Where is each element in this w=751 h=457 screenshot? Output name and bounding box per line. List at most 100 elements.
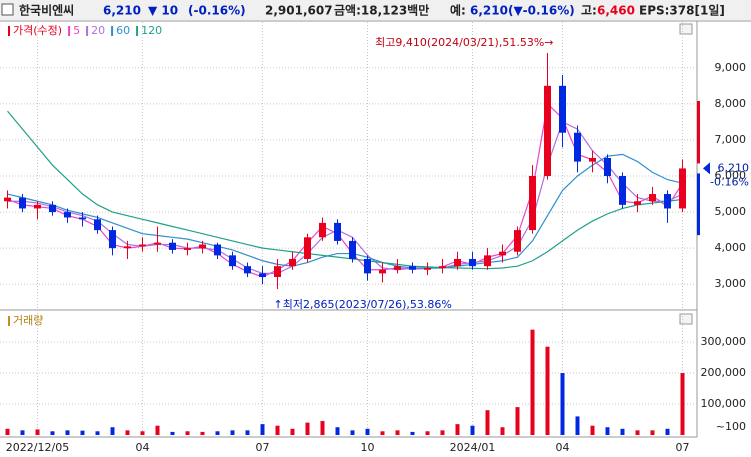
legend-swatch <box>136 26 139 36</box>
legend-label: 120 <box>141 24 162 37</box>
legend-swatch <box>68 26 71 36</box>
y-tick-label: 5,000 <box>715 205 747 218</box>
candle-body <box>214 244 221 256</box>
candle-body <box>139 244 146 247</box>
volume-bar <box>395 430 400 435</box>
volume-bar <box>620 428 625 435</box>
volume-bar <box>605 427 610 435</box>
last-price: 6,210 <box>718 161 750 174</box>
candle-body <box>319 222 326 238</box>
candle-body <box>664 194 671 209</box>
candle-body <box>169 242 176 250</box>
volume-bar <box>5 428 10 435</box>
candle-body <box>229 255 236 267</box>
expected: 6,210(▼-0.16%) <box>470 4 575 18</box>
volume-bar <box>575 416 580 435</box>
volume-bar <box>515 407 520 435</box>
candle-body <box>424 267 431 270</box>
volume-bar <box>665 428 670 435</box>
stock-name: 한국비엔씨 <box>19 3 74 18</box>
candle-body <box>334 222 341 241</box>
legend-label: 20 <box>91 24 105 37</box>
candle-body <box>394 266 401 270</box>
high: 6,460 <box>597 4 635 18</box>
volume-bar <box>440 430 445 435</box>
volume-bar <box>95 431 100 435</box>
candle-body <box>79 217 86 220</box>
y-tick-label: 100,000 <box>701 397 747 410</box>
annotation: ↑최저2,865(2023/07/26),53.86% <box>274 298 452 311</box>
header-bar <box>0 0 751 20</box>
candle-body <box>469 258 476 267</box>
volume-bar <box>215 431 220 435</box>
volume-bar <box>260 424 265 435</box>
candle-body <box>604 157 611 176</box>
candle-body <box>64 212 71 218</box>
volume-bar <box>545 346 550 435</box>
candle-body <box>544 85 551 176</box>
volume-bar <box>35 429 40 435</box>
eps: EPS:378[1일] <box>639 4 725 18</box>
y-tick-label: 9,000 <box>715 61 747 74</box>
volume-bar <box>680 373 685 435</box>
volume-unit: ~100 <box>716 420 746 433</box>
volume-bar <box>290 428 295 435</box>
menu-button[interactable] <box>1 3 14 16</box>
x-tick-label: 10 <box>361 441 375 454</box>
candle-body <box>529 176 536 231</box>
x-tick-label: 2024/01 <box>450 441 496 454</box>
candle-body <box>19 197 26 209</box>
volume-bar <box>335 427 340 435</box>
volume-bar <box>500 427 505 435</box>
volume-bar <box>650 430 655 435</box>
legend-label: 가격(수정) <box>13 24 62 37</box>
x-tick-label: 04 <box>556 441 570 454</box>
change: ▼ 10 <box>148 4 178 18</box>
volume-bar <box>230 430 235 435</box>
volume-bar <box>80 430 85 435</box>
expected-label: 예: <box>450 3 466 18</box>
candle-body <box>259 273 266 277</box>
volume-bar <box>590 425 595 435</box>
volume-bar <box>110 427 115 435</box>
legend-swatch <box>111 26 114 36</box>
volume-bar <box>185 431 190 435</box>
candle-body <box>649 194 656 202</box>
volume-bar <box>50 431 55 435</box>
candle-body <box>109 230 116 249</box>
candle-body <box>484 255 491 267</box>
candle-body <box>124 246 131 249</box>
volume-bar <box>530 329 535 435</box>
candle-body <box>409 266 416 270</box>
candle-body <box>349 240 356 259</box>
volume-bar <box>425 431 430 435</box>
volume-bar <box>20 430 25 435</box>
volume-bar <box>485 410 490 435</box>
candle-body <box>514 230 521 252</box>
last-change: -0.16% <box>710 175 749 188</box>
volume-bar <box>455 424 460 435</box>
volume-bar <box>320 421 325 435</box>
high-label: 고: <box>581 4 597 18</box>
panel-button[interactable] <box>679 313 693 325</box>
candle-body <box>154 242 161 245</box>
x-tick-label: 2022/12/05 <box>6 441 69 454</box>
candle-body <box>274 266 281 277</box>
annotation: 최고9,410(2024/03/21),51.53%→ <box>375 36 553 49</box>
price: 6,210 <box>103 4 141 18</box>
volume-bar <box>350 430 355 435</box>
volume-bar <box>200 431 205 435</box>
candle-body <box>454 258 461 267</box>
x-tick-label: 07 <box>256 441 270 454</box>
volume-bar <box>65 430 70 435</box>
legend-swatch <box>86 26 89 36</box>
ma-line <box>7 102 684 278</box>
panel-button[interactable] <box>679 23 693 35</box>
legend-label: 5 <box>73 24 80 37</box>
y-tick-label: 4,000 <box>715 241 747 254</box>
legend-label: 60 <box>116 24 130 37</box>
candle-body <box>199 244 206 249</box>
candle-body <box>364 258 371 274</box>
volume-bar <box>275 425 280 435</box>
last-price-pointer <box>703 162 710 175</box>
